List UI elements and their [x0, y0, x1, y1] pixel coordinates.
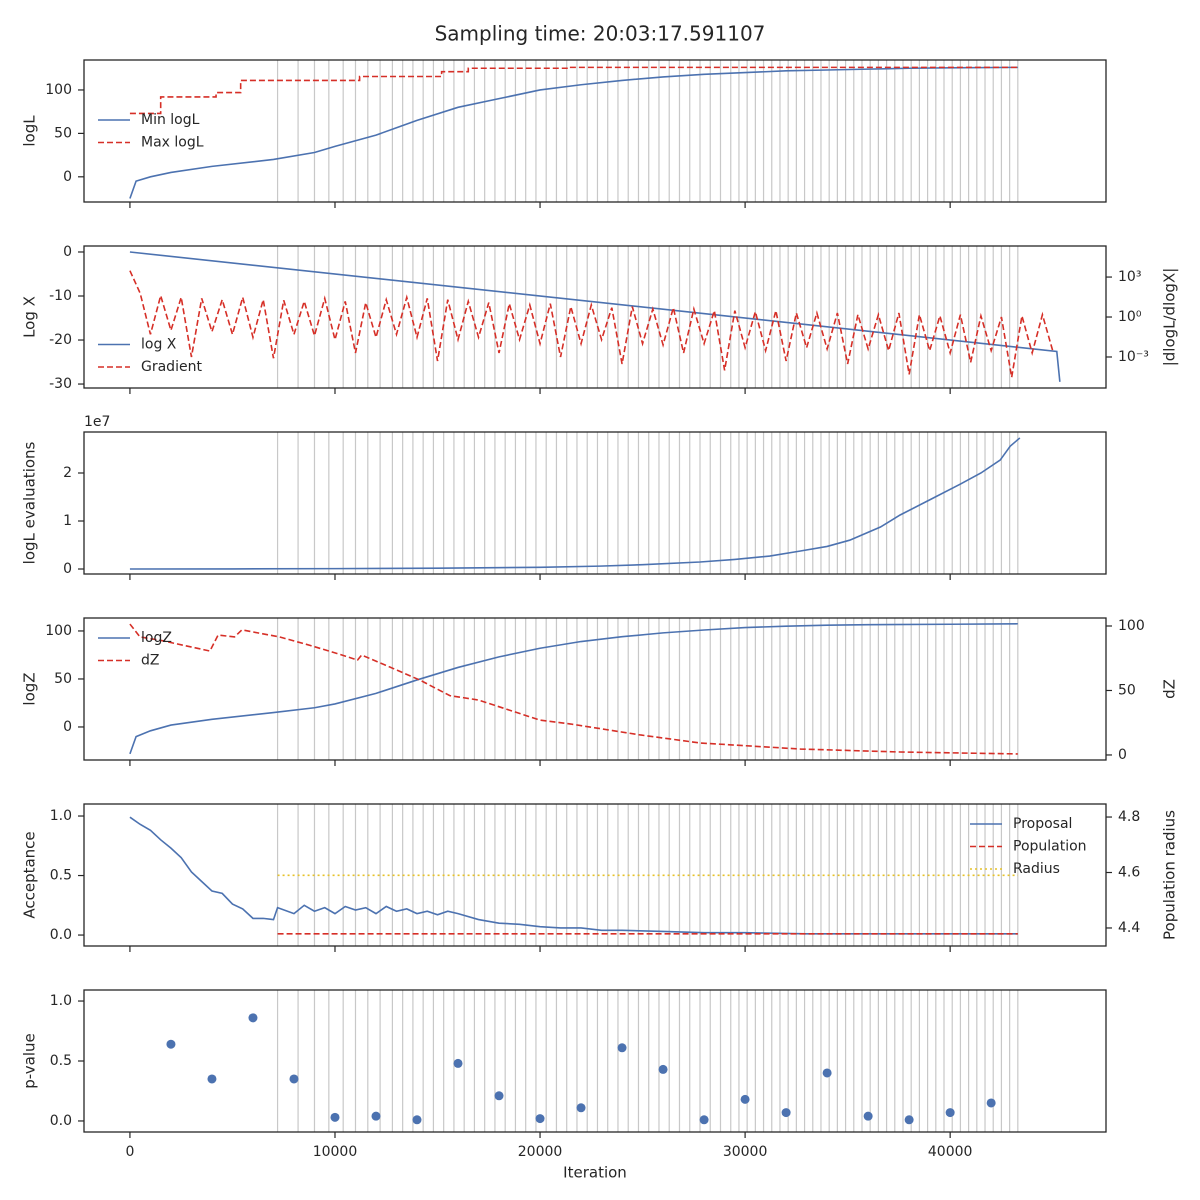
y2-tick-label: 4.8	[1118, 809, 1140, 825]
y-tick-label: 50	[54, 671, 72, 687]
y2-tick-label: 10⁻³	[1118, 349, 1149, 365]
axes-frame	[83, 617, 1107, 761]
y-axis-label: logL evaluations	[21, 441, 39, 564]
y-axis-label: logZ	[21, 672, 39, 705]
data-point	[494, 1091, 504, 1101]
x-axis-label: Iteration	[563, 1164, 627, 1182]
y-axis-label: p-value	[21, 1033, 39, 1089]
data-line	[129, 251, 1061, 382]
data-line	[129, 66, 1018, 115]
y2-tick-label: 4.6	[1118, 865, 1140, 881]
panel	[129, 804, 1019, 946]
data-line	[129, 437, 1021, 570]
data-point	[986, 1098, 996, 1108]
y-tick-label: -30	[49, 376, 72, 392]
panel	[129, 60, 1019, 202]
y-tick-label: 1.0	[50, 993, 72, 1009]
data-point	[412, 1115, 422, 1125]
data-point	[945, 1108, 955, 1118]
x-tick-label: 0	[125, 1144, 134, 1160]
data-point	[330, 1112, 340, 1122]
data-point	[248, 1013, 258, 1023]
data-point	[658, 1064, 668, 1074]
legend-label: Gradient	[141, 359, 202, 375]
y2-tick-label: 4.4	[1118, 920, 1140, 936]
y-tick-label: 0.0	[50, 927, 72, 943]
y2-axis-label: dZ	[1161, 679, 1179, 699]
y2-tick-label: 10³	[1118, 269, 1141, 285]
y-tick-label: 2	[63, 465, 72, 481]
data-point	[617, 1043, 627, 1053]
y-tick-label: 0	[63, 719, 72, 735]
legend-label: Radius	[1013, 861, 1060, 877]
y-tick-label: 0.0	[50, 1113, 72, 1129]
y-axis-label: logL	[21, 115, 39, 147]
y-tick-label: 0	[63, 561, 72, 577]
data-point	[576, 1103, 586, 1113]
data-point	[166, 1039, 176, 1049]
panel	[129, 432, 1021, 574]
panel	[166, 990, 1019, 1132]
data-point	[822, 1068, 832, 1078]
legend-label: Min logL	[141, 112, 200, 128]
data-point	[371, 1111, 381, 1121]
y-tick-label: -20	[49, 332, 72, 348]
y2-tick-label: 10⁰	[1118, 309, 1142, 325]
x-tick-label: 10000	[313, 1144, 358, 1160]
y-tick-label: 0	[63, 244, 72, 260]
data-point	[207, 1074, 217, 1084]
y-offset-text: 1e7	[84, 414, 110, 430]
data-line	[129, 622, 1018, 755]
axes-frame	[83, 431, 1107, 575]
y2-axis-label: |dlogL/dlogX|	[1161, 268, 1179, 367]
y-tick-label: 100	[45, 82, 72, 98]
y2-tick-label: 100	[1118, 618, 1145, 634]
legend-label: Proposal	[1013, 816, 1072, 832]
y2-tick-label: 50	[1118, 682, 1136, 698]
y-tick-label: 50	[54, 125, 72, 141]
panel	[129, 246, 1061, 388]
y-tick-label: 1.0	[50, 808, 72, 824]
y-axis-label: Acceptance	[21, 831, 39, 918]
data-point	[904, 1115, 914, 1125]
legend-label: dZ	[141, 653, 159, 669]
y-tick-label: 1	[63, 513, 72, 529]
figure-title: Sampling time: 20:03:17.591107	[435, 22, 766, 46]
y-tick-label: 100	[45, 623, 72, 639]
y-tick-label: 0	[63, 169, 72, 185]
legend-label: Max logL	[141, 135, 204, 151]
data-point	[699, 1115, 709, 1125]
x-tick-label: 30000	[723, 1144, 768, 1160]
data-point	[740, 1094, 750, 1104]
data-line	[129, 623, 1018, 755]
legend-label: logZ	[141, 630, 172, 646]
axes-frame	[83, 59, 1107, 203]
data-point	[781, 1108, 791, 1118]
legend-label: log X	[141, 337, 177, 353]
data-line	[129, 816, 1018, 935]
data-line	[129, 66, 1018, 199]
y-axis-label: Log X	[21, 296, 39, 338]
legend-label: Population	[1013, 839, 1087, 855]
data-point	[863, 1111, 873, 1121]
data-point	[289, 1074, 299, 1084]
y-tick-label: 0.5	[50, 1053, 72, 1069]
panel	[129, 618, 1019, 760]
x-tick-label: 40000	[928, 1144, 973, 1160]
data-point	[453, 1058, 463, 1068]
data-line	[129, 270, 1054, 378]
data-point	[535, 1114, 545, 1124]
y-tick-label: -10	[49, 288, 72, 304]
y2-axis-label: Population radius	[1161, 810, 1179, 940]
x-tick-label: 20000	[518, 1144, 563, 1160]
y2-tick-label: 0	[1118, 747, 1127, 763]
y-tick-label: 0.5	[50, 868, 72, 884]
